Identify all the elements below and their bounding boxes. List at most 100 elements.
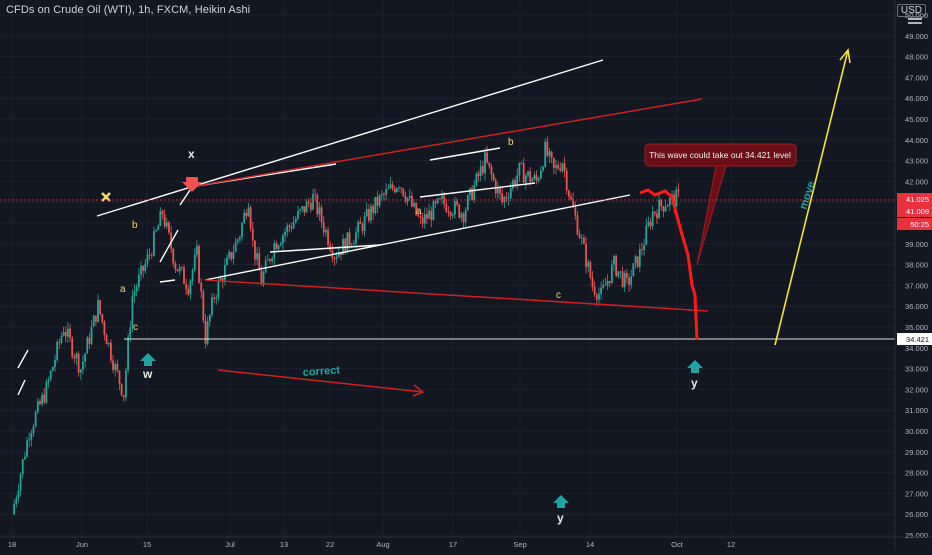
candle-body xyxy=(621,271,624,287)
candle-body xyxy=(563,163,566,171)
candle-body xyxy=(221,278,224,282)
candle-body xyxy=(198,245,200,283)
candle-body xyxy=(333,257,336,259)
price-tick-label: 33.000 xyxy=(905,365,928,374)
candle-body xyxy=(168,222,170,233)
candle-body xyxy=(60,335,63,343)
candle-body xyxy=(398,187,400,189)
candle-body xyxy=(677,189,680,192)
candle-body xyxy=(503,197,506,203)
candle-body xyxy=(344,238,347,253)
candle-body xyxy=(273,243,276,259)
candle-body xyxy=(415,202,418,215)
candle-body xyxy=(408,195,411,198)
candle-body xyxy=(34,412,37,427)
candle-body xyxy=(389,184,392,189)
price-tick-label: 44.000 xyxy=(905,136,928,145)
candle-body xyxy=(142,265,145,271)
candle-body xyxy=(279,243,282,246)
candle-body xyxy=(591,277,594,287)
candle-body xyxy=(509,188,512,199)
time-tick-label: Jun xyxy=(76,540,88,549)
time-tick-label: Jul xyxy=(225,540,235,549)
candle-body xyxy=(400,187,403,189)
price-tick-label: 48.000 xyxy=(905,53,928,62)
candle-body xyxy=(305,201,308,213)
price-tick-label: 30.000 xyxy=(905,427,928,436)
candle-body xyxy=(600,287,602,294)
candle-body xyxy=(385,189,387,195)
wave-label-w: w xyxy=(142,367,153,381)
candle-body xyxy=(585,243,587,267)
wave-label-y: y xyxy=(557,511,564,525)
candle-body xyxy=(368,209,370,221)
candle-body xyxy=(24,456,26,460)
chart-title: CFDs on Crude Oil (WTI), 1h, FXCM, Heiki… xyxy=(6,4,251,16)
price-tick-label: 47.000 xyxy=(905,73,928,82)
price-tick-label: 28.000 xyxy=(905,469,928,478)
time-tick-label: Sep xyxy=(513,540,526,549)
candle-body xyxy=(144,263,147,271)
price-tick-label: 46.000 xyxy=(905,94,928,103)
candle-body xyxy=(404,195,407,202)
projected-path xyxy=(639,188,699,341)
currency-label[interactable]: USD xyxy=(896,4,926,17)
candle-body xyxy=(589,262,592,278)
trendline-white xyxy=(96,59,604,217)
candle-body xyxy=(456,200,458,205)
candle-body xyxy=(471,188,473,200)
candle-body xyxy=(421,217,424,224)
candle-body xyxy=(649,221,652,227)
candle-body xyxy=(260,270,263,285)
candle-body xyxy=(271,258,274,262)
grid-lines xyxy=(0,0,895,537)
candle-body xyxy=(21,459,24,475)
candle-body xyxy=(505,197,508,199)
trendline-red xyxy=(189,98,703,188)
time-tick-label: Oct xyxy=(671,540,684,549)
candle-body xyxy=(135,286,138,292)
candle-body xyxy=(529,171,532,182)
candle-body xyxy=(660,199,663,207)
candle-body xyxy=(411,195,413,207)
time-tick-label: 12 xyxy=(727,540,735,549)
candle-body xyxy=(249,207,252,229)
price-tick-label: 42.000 xyxy=(905,177,928,186)
candle-body xyxy=(630,276,633,285)
candle-body xyxy=(623,272,626,287)
candle-body xyxy=(365,209,368,217)
candle-body xyxy=(153,231,155,256)
candle-body xyxy=(94,315,97,322)
subwave-label: c xyxy=(556,290,561,301)
candle-body xyxy=(488,162,491,167)
candle-body xyxy=(494,180,497,194)
menu-icon[interactable] xyxy=(908,18,922,28)
price-tick-label: 45.000 xyxy=(905,115,928,124)
candle-body xyxy=(352,243,355,245)
candle-body xyxy=(243,212,246,224)
candle-body xyxy=(580,237,583,239)
candle-body xyxy=(211,297,213,316)
subwave-label: c xyxy=(133,322,138,333)
candle-body xyxy=(432,201,435,221)
candle-body xyxy=(54,359,56,367)
candle-body xyxy=(307,201,310,204)
time-tick-label: Aug xyxy=(376,540,389,549)
candle-body xyxy=(82,361,84,370)
candle-body xyxy=(544,141,547,167)
candle-body xyxy=(49,370,52,380)
candle-body xyxy=(226,257,228,266)
candle-body xyxy=(290,226,293,229)
candle-body xyxy=(191,269,194,281)
candle-body xyxy=(219,278,222,281)
trendline-white xyxy=(159,229,179,263)
candle-body xyxy=(473,185,476,200)
candle-body xyxy=(75,353,78,359)
candle-body xyxy=(533,175,536,180)
candle-body xyxy=(107,342,110,345)
candle-body xyxy=(615,255,618,277)
candle-body xyxy=(363,216,366,231)
candle-body xyxy=(180,267,183,268)
candle-body xyxy=(208,315,211,322)
